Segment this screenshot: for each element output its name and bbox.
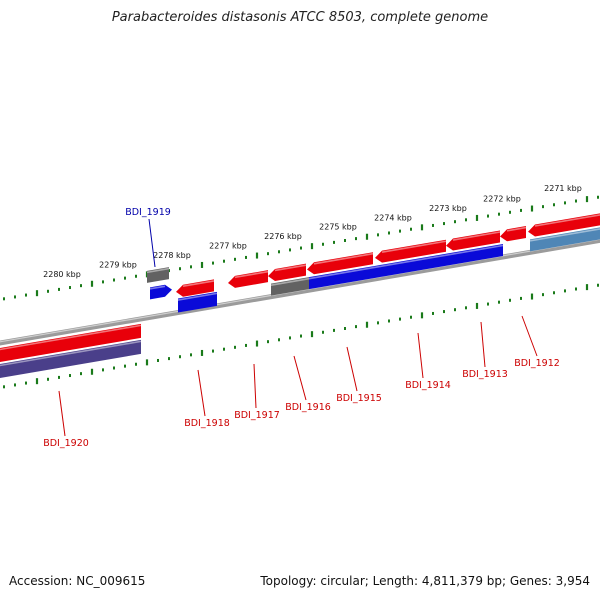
gene-arrow xyxy=(307,252,373,275)
gene-bar-shine xyxy=(0,324,142,351)
genome-summary-text: Topology: circular; Length: 4,811,379 bp… xyxy=(260,574,590,588)
gene-arrow-shine xyxy=(234,270,269,279)
gene-label-bdi-1913: BDI_1913 xyxy=(462,369,508,380)
scale-ticks: 2271 kbp 2272 kbp 2273 kbp 2274 kbp 2275 kbp… xyxy=(3,184,599,389)
scale-label: 2275 kbp xyxy=(319,223,357,232)
leader-line xyxy=(417,332,424,379)
leader-line xyxy=(197,369,206,417)
gene-bar-shine xyxy=(375,244,504,268)
gene-arrow-shine xyxy=(274,264,307,272)
leader-line xyxy=(346,346,358,392)
label-leader-lines xyxy=(58,218,538,437)
leader-line xyxy=(253,363,257,409)
gene-label-bdi-1915: BDI_1915 xyxy=(336,393,382,404)
gene-arrow xyxy=(268,263,306,281)
gene-bar-shine xyxy=(270,277,310,286)
map-title: Parabacteroides distasonis ATCC 8503, co… xyxy=(111,10,489,25)
gene-bar-shine xyxy=(0,340,142,367)
scale-label: 2280 kbp xyxy=(43,270,81,279)
gene-bar-shine xyxy=(308,266,377,280)
gene-arrow xyxy=(446,230,500,251)
gene-label-bdi-1920: BDI_1920 xyxy=(43,438,89,449)
gene-arrow xyxy=(500,226,526,242)
gene-arrow-shine xyxy=(452,231,501,241)
gene-arrow-shine xyxy=(506,226,527,232)
gene-bar-shine xyxy=(529,228,600,242)
backbone-strand xyxy=(0,237,600,346)
gene-arrow-shine xyxy=(313,252,374,265)
leader-line xyxy=(293,355,307,401)
gene-label-bdi-1918: BDI_1918 xyxy=(184,418,230,429)
gene-arrow-shine xyxy=(182,280,215,287)
gene-arrow xyxy=(228,270,268,288)
leader-line xyxy=(58,390,66,437)
gene-arrow-shine xyxy=(534,214,600,227)
scale-label: 2277 kbp xyxy=(209,242,247,251)
gene-bar xyxy=(309,265,376,290)
gene-bar xyxy=(178,291,217,313)
gene-arrow-shine xyxy=(149,285,166,290)
gene-label-bdi-1914: BDI_1914 xyxy=(405,380,451,391)
scale-label: 2273 kbp xyxy=(429,204,467,213)
scale-label: 2278 kbp xyxy=(153,251,191,260)
gene-label-bdi-1919: BDI_1919 xyxy=(125,207,171,218)
gene-arrow xyxy=(375,239,446,263)
leader-line xyxy=(521,315,538,357)
gene-label-bdi-1917: BDI_1917 xyxy=(234,410,280,421)
gene-arrow xyxy=(528,213,600,237)
gene-bar xyxy=(0,323,141,363)
gene-label-bdi-1916: BDI_1916 xyxy=(285,402,331,413)
gene-labels: BDI_1912 BDI_1913 BDI_1914 BDI_1915 BDI_1916… xyxy=(43,207,560,449)
gene-bar xyxy=(147,267,169,283)
genome-backbone xyxy=(0,237,600,346)
leader-line xyxy=(148,218,156,268)
gene-features xyxy=(0,213,600,379)
gene-bar-shine xyxy=(146,267,170,274)
gene-arrow xyxy=(176,279,214,297)
gene-bar xyxy=(271,277,309,296)
gene-bar xyxy=(376,243,503,278)
gene-bar xyxy=(530,227,600,252)
scale-label: 2276 kbp xyxy=(264,232,302,241)
scale-label: 2272 kbp xyxy=(483,195,521,204)
scale-label: 2279 kbp xyxy=(99,260,137,269)
gene-bar-shine xyxy=(177,292,218,301)
accession-text: Accession: NC_009615 xyxy=(9,574,146,588)
scale-label: 2274 kbp xyxy=(374,213,412,222)
gene-arrow xyxy=(150,284,172,300)
leader-line xyxy=(480,321,486,368)
gene-arrow-shine xyxy=(381,240,447,253)
scale-label: 2271 kbp xyxy=(544,184,582,193)
gene-label-bdi-1912: BDI_1912 xyxy=(514,358,560,369)
gene-bar xyxy=(0,339,141,379)
